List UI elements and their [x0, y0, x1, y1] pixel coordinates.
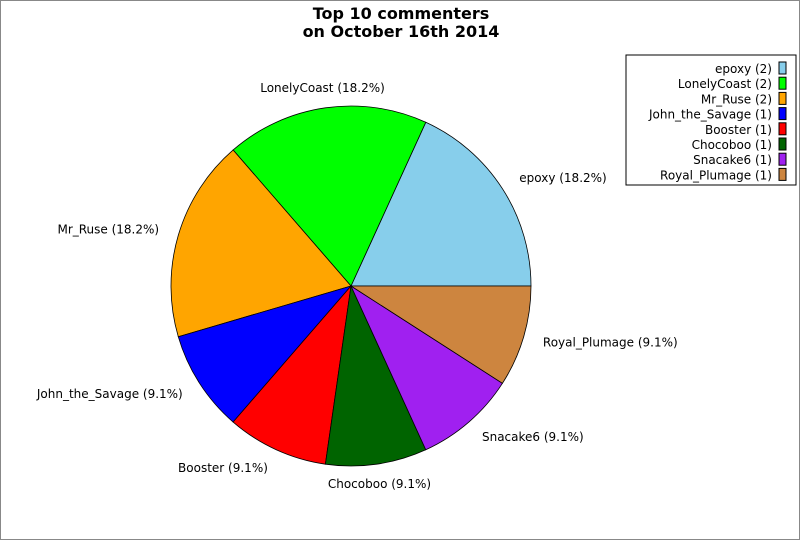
pie-slice-mr-ruse [170, 149, 352, 338]
legend-entry: John_the_Savage (1) [648, 108, 772, 122]
legend-swatch [778, 167, 787, 181]
legend-entry: Snacake6 (1) [693, 153, 772, 167]
slice-label: Snacake6 (9.1%) [482, 430, 584, 444]
legend-swatch [778, 76, 787, 90]
pie-slice-lonelycoast [232, 105, 427, 287]
legend-swatch [778, 137, 787, 151]
legend-entry: Mr_Ruse (2) [701, 92, 772, 106]
pie-slice-john-the-savage [177, 285, 353, 423]
legend-entry: Chocoboo (1) [692, 138, 772, 152]
slice-label: Booster (9.1%) [178, 461, 268, 475]
chart-title-line1: Top 10 commenters [313, 4, 490, 23]
pie-slice-epoxy [350, 121, 532, 287]
chart-title-line2: on October 16th 2014 [303, 22, 500, 41]
pie-slice-royal-plumage [349, 285, 532, 384]
legend-entry: LonelyCoast (2) [678, 77, 772, 91]
legend-swatch [778, 107, 787, 121]
slice-label: Royal_Plumage (9.1%) [543, 335, 678, 349]
slice-label: epoxy (18.2%) [519, 171, 606, 185]
legend-swatch [778, 91, 787, 105]
slice-label: Chocoboo (9.1%) [328, 477, 431, 491]
pie-slice-snacake6 [350, 284, 503, 451]
pie-slice-booster [232, 284, 352, 465]
slice-label: John_the_Savage (9.1%) [36, 387, 183, 401]
legend-entry: epoxy (2) [715, 62, 772, 76]
legend-swatch [778, 61, 787, 75]
legend-swatch [778, 152, 787, 166]
legend-box [625, 54, 797, 186]
pie-slice-chocoboo [324, 284, 427, 467]
legend-entry: Booster (1) [705, 123, 772, 137]
slice-label: LonelyCoast (18.2%) [260, 81, 385, 95]
slice-label: Mr_Ruse (18.2%) [57, 223, 159, 237]
legend: epoxy (2)LonelyCoast (2)Mr_Ruse (2) John_… [625, 54, 797, 186]
legend-entry: Royal_Plumage (1) [660, 168, 772, 182]
legend-swatch [778, 122, 787, 136]
